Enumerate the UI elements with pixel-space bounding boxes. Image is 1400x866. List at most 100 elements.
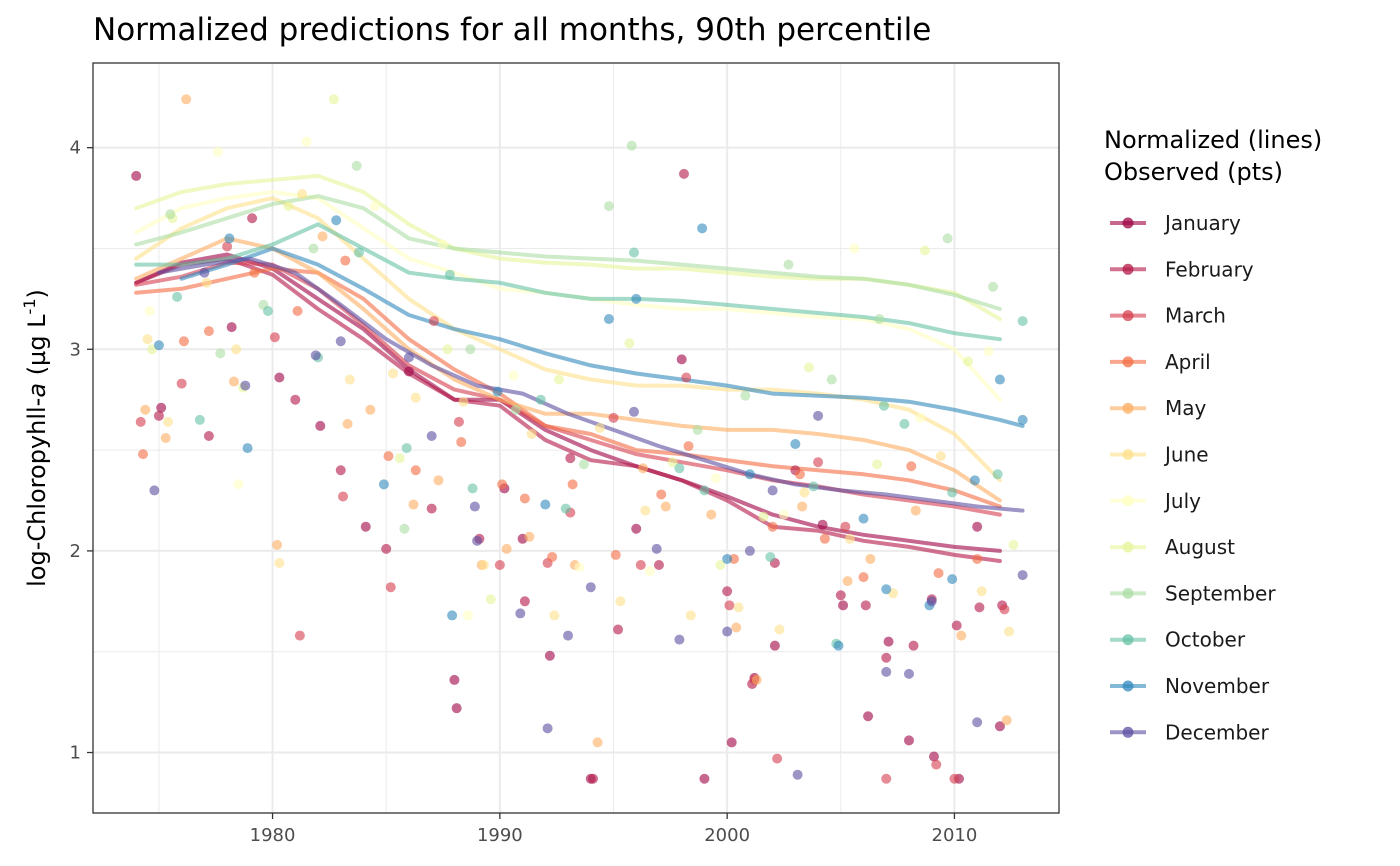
observed-point-july: [508, 370, 519, 381]
observed-point-august: [872, 459, 883, 470]
observed-point-february: [653, 560, 664, 571]
observed-point-june: [799, 487, 810, 498]
observed-point-april: [203, 326, 214, 337]
observed-point-october: [401, 443, 412, 454]
x-tick-label: 1990: [477, 825, 523, 846]
observed-point-february: [290, 394, 301, 405]
observed-point-december: [651, 543, 662, 554]
observed-point-august: [919, 245, 930, 256]
observed-point-august: [394, 453, 405, 464]
observed-point-november: [858, 513, 869, 524]
observed-point-july: [233, 479, 244, 490]
observed-point-december: [563, 630, 574, 641]
observed-point-august: [624, 338, 635, 349]
observed-point-november: [744, 469, 755, 480]
legend-label-october: October: [1165, 628, 1246, 652]
observed-point-january: [699, 773, 710, 784]
observed-point-february: [153, 410, 164, 421]
observed-point-june: [685, 610, 696, 621]
observed-point-january: [226, 322, 237, 333]
observed-point-february: [381, 543, 392, 554]
observed-point-june: [935, 451, 946, 462]
legend-key-point: [1122, 726, 1134, 738]
observed-point-january: [838, 600, 849, 611]
series-line-december: [156, 256, 1025, 513]
observed-point-january: [315, 420, 326, 431]
observed-point-january: [131, 170, 142, 181]
observed-point-july: [144, 305, 155, 316]
legend: Normalized (lines) Observed (pts) Januar…: [1104, 126, 1322, 744]
observed-point-february: [974, 602, 985, 613]
series-line-january: [134, 252, 1002, 553]
observed-point-august: [803, 362, 814, 373]
chart-title: Normalized predictions for all months, 9…: [93, 12, 931, 48]
observed-point-june: [774, 624, 785, 635]
observed-point-october: [899, 418, 910, 429]
observed-point-may: [501, 543, 512, 554]
observed-point-january: [817, 519, 828, 530]
observed-point-may: [797, 501, 808, 512]
observed-point-may: [751, 674, 762, 685]
observed-point-october: [535, 394, 546, 405]
observed-point-may: [272, 539, 283, 550]
observed-point-january: [631, 523, 642, 534]
observed-point-october: [628, 247, 639, 258]
observed-point-february: [519, 596, 530, 607]
observed-point-june: [549, 610, 560, 621]
observed-point-october: [699, 485, 710, 496]
series-line-february: [134, 256, 1002, 563]
observed-point-december: [585, 582, 596, 593]
legend-label-march: March: [1165, 304, 1226, 328]
legend-title-line-2: Observed (pts): [1104, 158, 1283, 186]
observed-point-july: [213, 146, 224, 157]
axes: 1980 1990 2000 2010 1 2 3 4: [70, 138, 978, 846]
x-tick-label: 1980: [250, 825, 296, 846]
observed-point-february: [678, 168, 689, 179]
observed-point-september: [308, 243, 319, 254]
observed-point-march: [608, 412, 619, 423]
observed-point-december: [792, 769, 803, 780]
y-axis-title-unit: (µg L: [23, 314, 51, 383]
observed-point-february: [335, 465, 346, 476]
legend-label-august: August: [1165, 535, 1235, 559]
observed-point-september: [988, 281, 999, 292]
observed-point-november: [697, 223, 708, 234]
observed-point-december: [403, 352, 414, 363]
observed-point-january: [274, 372, 285, 383]
observed-point-june: [478, 560, 489, 571]
observed-point-april: [656, 489, 667, 500]
observed-point-january: [972, 521, 983, 532]
observed-point-march: [724, 600, 735, 611]
observed-point-march: [428, 316, 439, 327]
observed-point-april: [138, 449, 149, 460]
observed-point-april: [519, 493, 530, 504]
observed-point-august: [328, 94, 339, 105]
observed-point-september: [351, 160, 362, 171]
observed-point-october: [172, 291, 183, 302]
observed-point-january: [726, 737, 737, 748]
observed-point-april: [456, 437, 467, 448]
observed-point-december: [628, 406, 639, 417]
observed-point-march: [840, 521, 851, 532]
observed-point-july: [644, 566, 655, 577]
plot-panel-border: [92, 62, 1060, 814]
observed-point-june: [526, 428, 537, 439]
observed-point-september: [826, 374, 837, 385]
observed-point-may: [706, 509, 717, 520]
observed-point-october: [263, 305, 274, 316]
legend-key-point: [1122, 449, 1134, 460]
observed-point-august: [1008, 539, 1019, 550]
observed-point-may: [1001, 715, 1012, 726]
observed-point-january: [449, 674, 460, 685]
observed-point-november: [833, 640, 844, 651]
observed-point-december: [926, 596, 937, 607]
y-axis-title: log-Chloropyhll-a (µg L-1): [20, 289, 51, 587]
observed-point-november: [994, 374, 1005, 385]
observed-point-march: [269, 332, 280, 343]
observed-point-december: [310, 350, 321, 361]
observed-point-march: [222, 241, 233, 252]
observed-point-january: [156, 402, 167, 413]
observed-point-may: [140, 404, 151, 415]
observed-point-may: [956, 630, 967, 641]
